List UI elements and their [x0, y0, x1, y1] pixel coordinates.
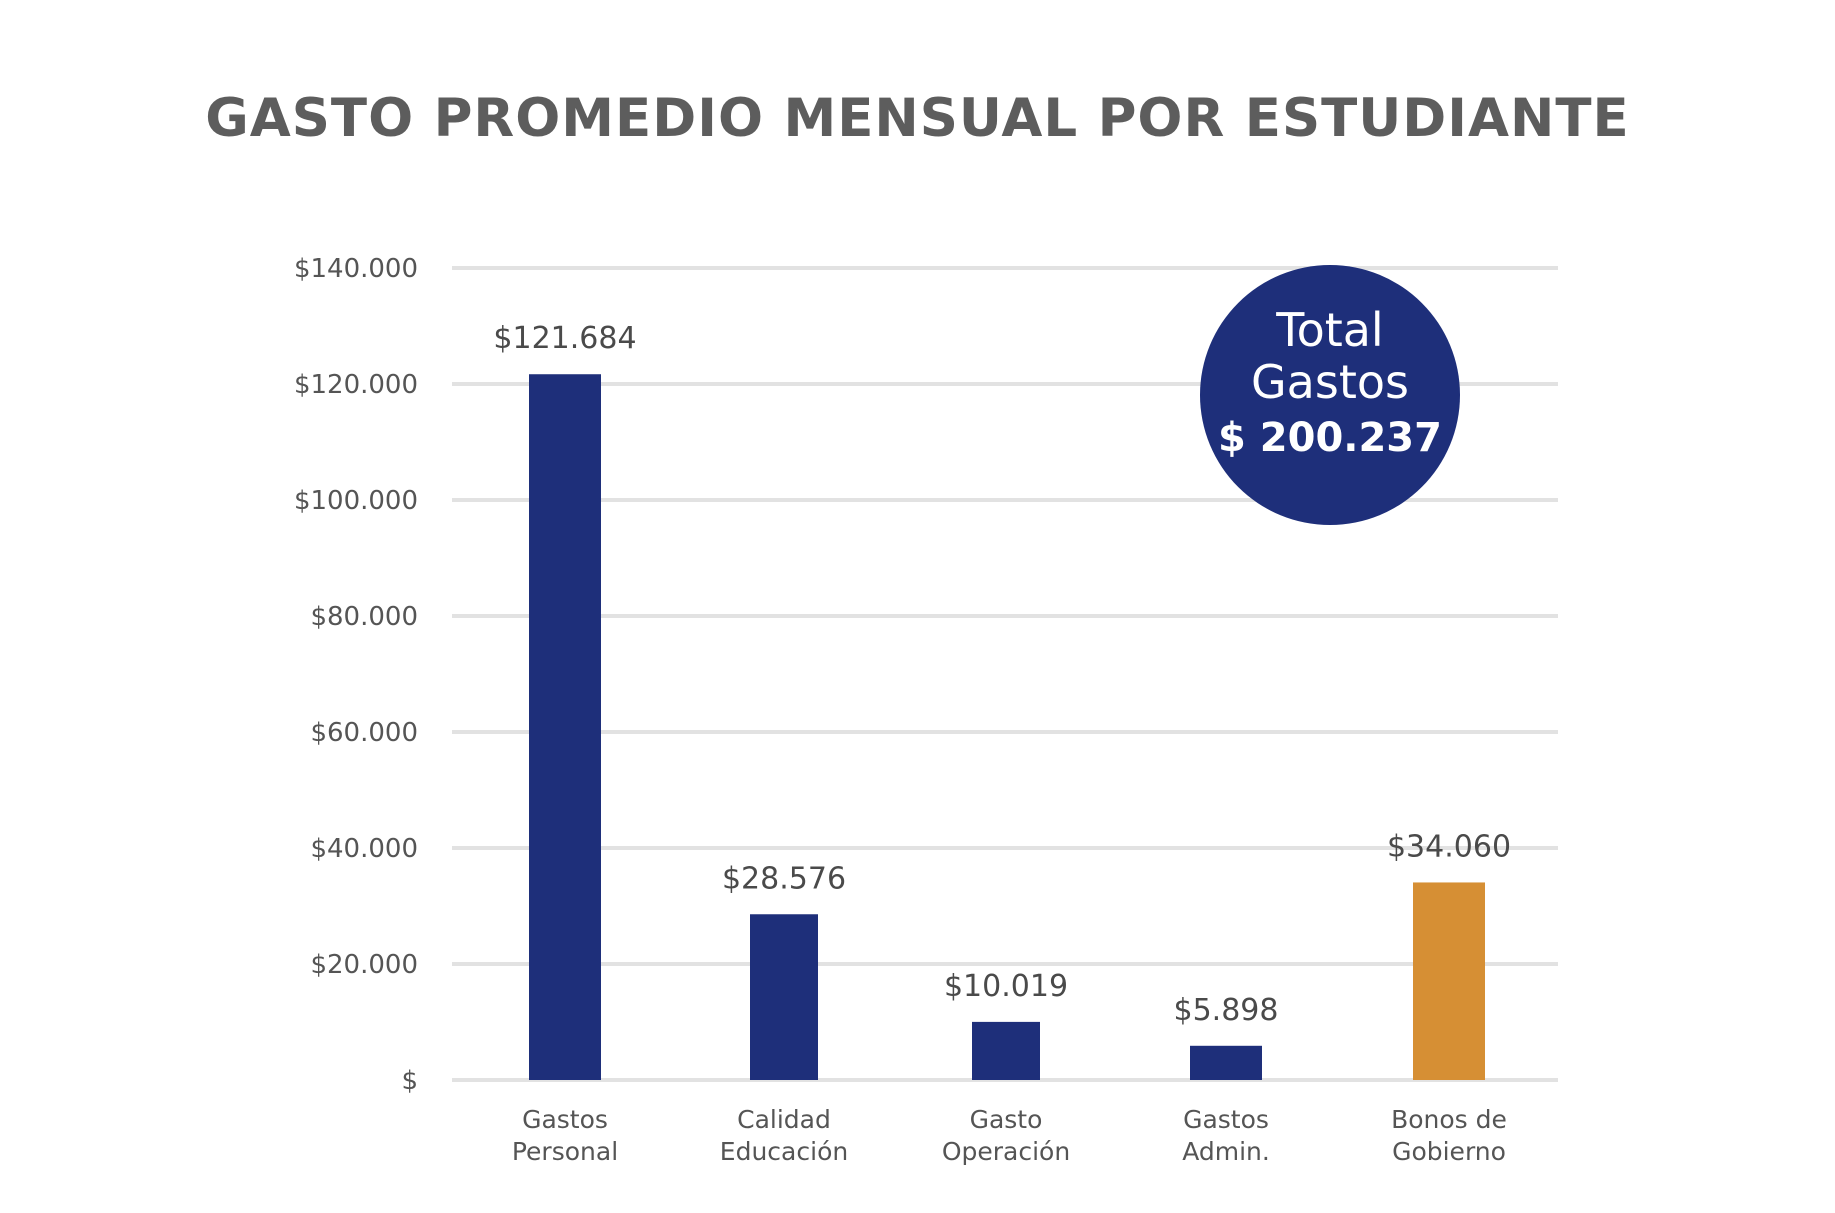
x-tick-label: Gobierno — [1392, 1137, 1506, 1166]
data-label: $28.576 — [722, 861, 846, 896]
total-badge-value: $ 200.237 — [1218, 415, 1442, 461]
x-tick-label: Gastos — [522, 1105, 608, 1134]
bar — [750, 914, 818, 1080]
bars — [529, 374, 1485, 1080]
y-tick-label: $120.000 — [294, 370, 418, 400]
data-label: $34.060 — [1387, 829, 1511, 864]
y-axis-ticks: $140.000 $120.000 $100.000 $80.000 $60.000 $4… — [294, 254, 418, 1096]
y-tick-label: $20.000 — [310, 950, 418, 980]
x-tick-label: Educación — [720, 1137, 848, 1166]
bar — [1190, 1045, 1262, 1080]
y-tick-label: $100.000 — [294, 486, 418, 516]
bar — [1413, 882, 1485, 1080]
bar — [972, 1021, 1040, 1080]
y-tick-label: $ — [401, 1066, 418, 1096]
bar — [529, 374, 601, 1080]
x-tick-label: Bonos de — [1391, 1105, 1507, 1134]
y-tick-label: $40.000 — [310, 834, 418, 864]
y-tick-label: $60.000 — [310, 718, 418, 748]
gridlines — [452, 266, 1558, 1082]
y-tick-label: $80.000 — [310, 602, 418, 632]
x-tick-label: Gasto — [970, 1105, 1043, 1134]
chart-title: GASTO PROMEDIO MENSUAL POR ESTUDIANTE — [205, 88, 1630, 149]
x-tick-label: Gastos — [1183, 1105, 1269, 1134]
x-tick-label: Personal — [512, 1137, 618, 1166]
data-label: $5.898 — [1174, 993, 1279, 1028]
x-axis-ticks: Gastos Personal Calidad Educación Gasto Opera… — [512, 1105, 1507, 1166]
x-tick-label: Admin. — [1182, 1137, 1270, 1166]
total-badge-line2: Gastos — [1251, 355, 1409, 409]
x-tick-label: Operación — [942, 1137, 1070, 1166]
data-label: $10.019 — [944, 969, 1068, 1004]
y-tick-label: $140.000 — [294, 254, 418, 284]
total-badge-line1: Total — [1276, 303, 1384, 357]
x-tick-label: Calidad — [737, 1105, 831, 1134]
data-labels: $121.684 $28.576 $10.019 $5.898 $34.060 — [493, 321, 1511, 1028]
total-badge: Total Gastos $ 200.237 — [1200, 265, 1460, 525]
data-label: $121.684 — [493, 321, 636, 356]
